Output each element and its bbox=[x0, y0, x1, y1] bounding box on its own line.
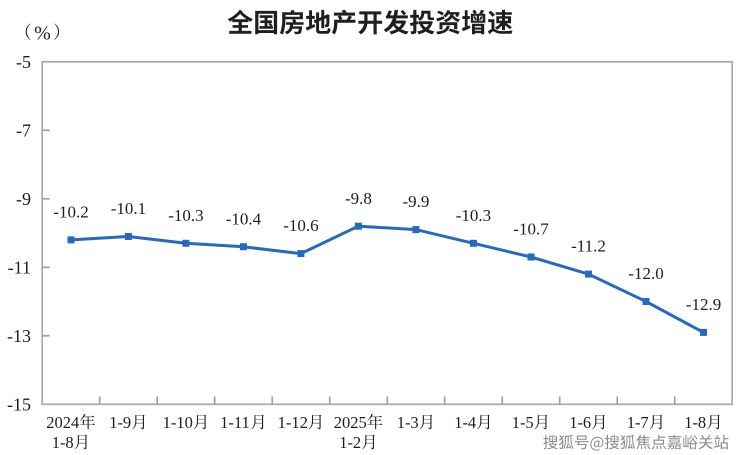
svg-text:1-12: 1-12 bbox=[278, 413, 308, 432]
svg-text:-10.4: -10.4 bbox=[226, 209, 262, 228]
svg-text:-10.2: -10.2 bbox=[53, 203, 88, 222]
svg-text:2025: 2025 bbox=[334, 413, 367, 432]
svg-text:-9: -9 bbox=[16, 189, 31, 209]
svg-text:1-5: 1-5 bbox=[512, 413, 534, 432]
svg-text:-11: -11 bbox=[8, 257, 31, 277]
svg-text:-5: -5 bbox=[16, 52, 31, 72]
svg-text:1-6: 1-6 bbox=[569, 413, 591, 432]
svg-text:-9.9: -9.9 bbox=[402, 192, 429, 211]
svg-text:1-8: 1-8 bbox=[52, 433, 74, 452]
svg-text:-9.8: -9.8 bbox=[345, 189, 372, 208]
svg-text:1-10: 1-10 bbox=[163, 413, 193, 432]
svg-text:1-9: 1-9 bbox=[109, 413, 131, 432]
svg-text:-10.7: -10.7 bbox=[513, 220, 549, 239]
svg-text:1-2: 1-2 bbox=[339, 433, 361, 452]
svg-text:1-11: 1-11 bbox=[220, 413, 250, 432]
svg-text:1-8: 1-8 bbox=[684, 413, 706, 432]
svg-text:1-3: 1-3 bbox=[397, 413, 419, 432]
svg-text:-12.9: -12.9 bbox=[686, 295, 721, 314]
svg-text:-12.0: -12.0 bbox=[628, 264, 663, 283]
svg-text:-13: -13 bbox=[7, 326, 31, 346]
svg-text:-11.2: -11.2 bbox=[571, 237, 606, 256]
svg-text:-10.1: -10.1 bbox=[111, 199, 146, 218]
svg-text:1-4: 1-4 bbox=[454, 413, 476, 432]
svg-text:-10.3: -10.3 bbox=[168, 206, 203, 225]
svg-text:-7: -7 bbox=[16, 120, 31, 140]
svg-text:1-7: 1-7 bbox=[627, 413, 649, 432]
svg-text:%: % bbox=[34, 22, 51, 44]
svg-text:2024: 2024 bbox=[46, 413, 79, 432]
svg-text:-15: -15 bbox=[7, 394, 31, 414]
svg-text:-10.6: -10.6 bbox=[283, 216, 318, 235]
svg-text:-10.3: -10.3 bbox=[456, 206, 491, 225]
